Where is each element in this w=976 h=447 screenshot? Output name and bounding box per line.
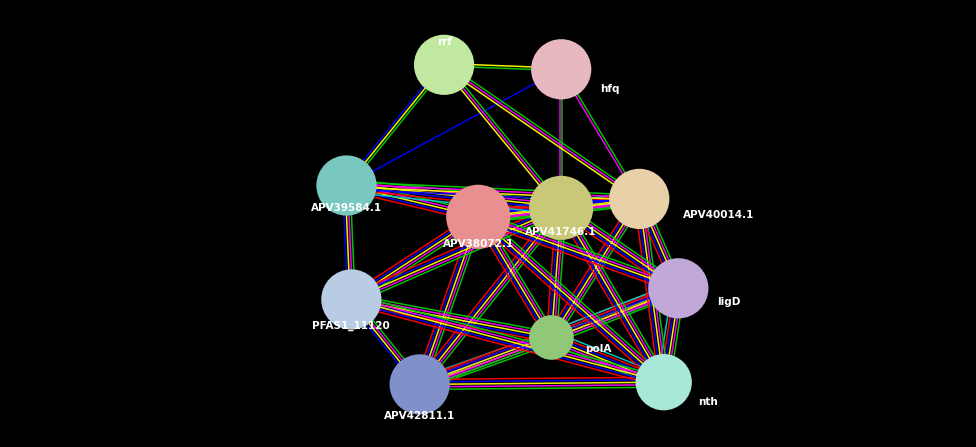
Ellipse shape	[636, 355, 691, 409]
Ellipse shape	[530, 316, 573, 359]
Text: nth: nth	[698, 397, 717, 407]
Text: hfq: hfq	[600, 84, 620, 94]
Text: PFAS1_11120: PFAS1_11120	[312, 321, 390, 331]
Text: rrf: rrf	[436, 38, 452, 47]
Text: APV38072.1: APV38072.1	[442, 239, 514, 249]
Ellipse shape	[610, 169, 669, 228]
Ellipse shape	[322, 270, 381, 329]
Ellipse shape	[530, 177, 592, 239]
Text: APV42811.1: APV42811.1	[384, 411, 456, 421]
Ellipse shape	[532, 40, 590, 99]
Text: polA: polA	[586, 344, 612, 354]
Ellipse shape	[317, 156, 376, 215]
Text: ligD: ligD	[717, 297, 741, 307]
Text: APV41746.1: APV41746.1	[525, 228, 597, 237]
Ellipse shape	[649, 259, 708, 318]
Ellipse shape	[447, 186, 509, 248]
Text: APV40014.1: APV40014.1	[683, 210, 754, 219]
Text: APV39584.1: APV39584.1	[311, 203, 382, 213]
Ellipse shape	[390, 355, 449, 414]
Ellipse shape	[415, 35, 473, 94]
